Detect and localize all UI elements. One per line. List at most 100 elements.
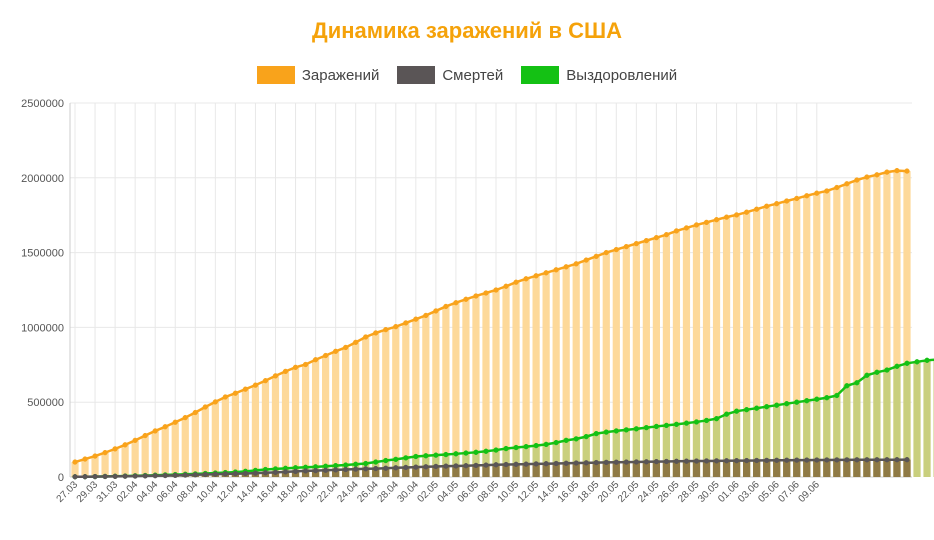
point-recovered xyxy=(583,433,589,440)
point-deaths xyxy=(794,457,800,463)
bar-recovered xyxy=(622,429,630,477)
bar-deaths xyxy=(722,460,731,477)
legend-item-infected[interactable]: Заражений xyxy=(256,66,379,84)
bar-recovered xyxy=(572,438,580,477)
point-deaths xyxy=(513,461,519,467)
point-recovered xyxy=(764,404,770,410)
bar-recovered xyxy=(763,406,771,477)
point-deaths xyxy=(312,468,319,474)
bar-infected xyxy=(582,260,590,477)
point-deaths xyxy=(192,472,198,478)
point-recovered xyxy=(383,457,389,464)
bar-recovered xyxy=(672,424,681,477)
point-recovered xyxy=(453,451,459,457)
point-recovered xyxy=(613,428,619,434)
bar-recovered xyxy=(662,425,671,477)
bar-infected xyxy=(632,243,640,477)
bar-infected xyxy=(793,198,801,477)
point-recovered xyxy=(603,429,609,435)
point-deaths xyxy=(443,463,449,469)
bar-recovered xyxy=(702,420,711,477)
bar-infected xyxy=(712,219,721,478)
point-infected xyxy=(443,303,449,310)
bar-infected xyxy=(131,440,139,477)
point-deaths xyxy=(262,470,269,476)
point-deaths xyxy=(563,460,569,466)
point-recovered xyxy=(703,417,710,424)
bar-infected xyxy=(81,459,89,477)
bar-infected xyxy=(161,426,169,477)
point-infected xyxy=(282,368,289,375)
bar-recovered xyxy=(923,360,931,477)
point-deaths xyxy=(633,459,639,465)
point-infected xyxy=(292,364,299,370)
point-deaths xyxy=(242,470,249,477)
point-infected xyxy=(493,287,499,293)
bar-deaths xyxy=(332,469,340,477)
bar-deaths xyxy=(552,463,560,477)
bar-recovered xyxy=(883,370,891,477)
bar-deaths xyxy=(632,461,640,477)
bar-recovered xyxy=(602,432,610,477)
bar-infected xyxy=(291,367,300,477)
point-infected xyxy=(272,373,279,379)
legend-item-recovered[interactable]: Выздоровлений xyxy=(521,66,677,84)
y-tick-label: 1000000 xyxy=(21,322,64,334)
bar-infected xyxy=(241,389,250,477)
point-infected xyxy=(513,279,519,285)
legend-item-deaths[interactable]: Смертей xyxy=(397,66,503,84)
point-infected xyxy=(182,414,188,421)
point-recovered xyxy=(503,445,509,452)
point-deaths xyxy=(784,457,790,463)
bar-infected xyxy=(863,177,871,477)
point-infected xyxy=(92,453,98,459)
bar-recovered xyxy=(632,428,640,477)
bar-deaths xyxy=(482,465,490,477)
bar-infected xyxy=(833,187,841,478)
bar-infected xyxy=(101,452,109,477)
x-tick-label: 12.04 xyxy=(215,479,241,505)
point-recovered xyxy=(804,398,810,404)
bar-recovered xyxy=(742,409,751,477)
point-deaths xyxy=(142,473,148,479)
point-deaths xyxy=(373,465,379,472)
bar-deaths xyxy=(692,461,701,477)
point-infected xyxy=(463,296,469,302)
x-tick-label: 22.05 xyxy=(616,479,642,505)
point-recovered xyxy=(713,416,720,422)
bar-recovered xyxy=(612,430,620,477)
bar-infected xyxy=(803,195,811,477)
bar-recovered xyxy=(692,421,701,477)
point-recovered xyxy=(623,427,629,433)
point-deaths xyxy=(774,457,780,463)
bar-deaths xyxy=(763,460,771,477)
point-deaths xyxy=(322,467,329,473)
point-recovered xyxy=(814,396,820,402)
bar-infected xyxy=(352,342,360,477)
point-recovered xyxy=(663,422,670,429)
point-recovered xyxy=(423,453,429,459)
point-deaths xyxy=(363,466,369,472)
point-infected xyxy=(102,449,108,456)
bar-infected xyxy=(362,336,370,477)
bar-infected xyxy=(742,212,751,477)
bar-infected xyxy=(71,462,79,477)
point-infected xyxy=(222,394,229,400)
bar-deaths xyxy=(883,459,891,477)
bar-infected xyxy=(151,430,159,477)
x-tick-label: 26.04 xyxy=(355,479,381,505)
bar-deaths xyxy=(522,464,530,477)
point-infected xyxy=(543,270,549,276)
point-infected xyxy=(583,257,589,263)
bar-recovered xyxy=(722,414,731,477)
bar-infected xyxy=(472,295,480,477)
bar-infected xyxy=(181,417,189,477)
bar-deaths xyxy=(422,466,430,477)
point-deaths xyxy=(292,468,299,475)
bar-infected xyxy=(813,193,821,477)
point-deaths xyxy=(814,457,820,463)
point-recovered xyxy=(774,402,780,408)
point-recovered xyxy=(463,450,469,456)
bar-infected xyxy=(702,222,711,477)
point-deaths xyxy=(553,460,559,467)
